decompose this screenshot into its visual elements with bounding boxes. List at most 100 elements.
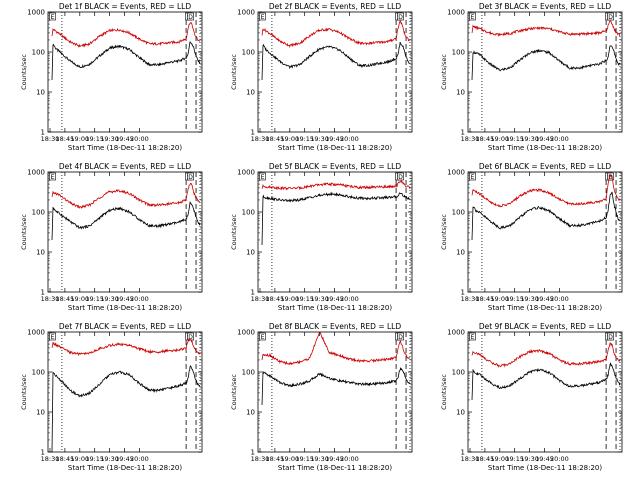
x-tick-label: 19:15 bbox=[505, 455, 524, 463]
panel-title: Det 7f BLACK = Events, RED = LLD bbox=[59, 322, 192, 331]
y-axis-label: Counts/sec bbox=[440, 214, 448, 250]
x-axis-label: Start Time (18-Dec-11 18:28:20) bbox=[488, 144, 602, 152]
panel-title: Det 4f BLACK = Events, RED = LLD bbox=[59, 162, 192, 171]
y-tick-label: 100 bbox=[32, 49, 45, 57]
marker-label: E bbox=[261, 14, 265, 21]
marker-E: E bbox=[259, 12, 266, 21]
y-tick-label: 1 bbox=[461, 129, 465, 137]
marker-box bbox=[49, 172, 56, 181]
x-tick-label: 19:15 bbox=[85, 455, 104, 463]
marker-box bbox=[607, 332, 614, 341]
series-line-lld bbox=[471, 341, 621, 368]
marker-label: D bbox=[188, 334, 193, 341]
x-tick-label: 18:45 bbox=[266, 455, 285, 463]
marker-label: E bbox=[471, 14, 475, 21]
y-tick-label: 1 bbox=[461, 449, 465, 457]
x-tick-label: 19:45 bbox=[325, 135, 344, 143]
plot-frame bbox=[47, 331, 203, 453]
x-axis-label: Start Time (18-Dec-11 18:28:20) bbox=[488, 304, 602, 312]
x-tick-label: 19:30 bbox=[100, 135, 119, 143]
y-tick-label: 100 bbox=[242, 49, 255, 57]
plot-frame bbox=[257, 11, 413, 133]
marker-box bbox=[259, 172, 266, 181]
x-tick-label: 18:45 bbox=[266, 135, 285, 143]
panel-title: Det 5f BLACK = Events, RED = LLD bbox=[269, 162, 402, 171]
y-tick-label: 10 bbox=[456, 89, 465, 97]
marker-label: D bbox=[608, 14, 613, 21]
x-tick-label: 20:00 bbox=[130, 455, 149, 463]
marker-D: D bbox=[187, 172, 194, 181]
marker-label: E bbox=[51, 14, 55, 21]
x-tick-label: 20:00 bbox=[550, 455, 569, 463]
x-tick-label: 18:45 bbox=[476, 135, 495, 143]
marker-box bbox=[469, 332, 476, 341]
x-axis-label: Start Time (18-Dec-11 18:28:20) bbox=[488, 464, 602, 472]
x-tick-label: 20:00 bbox=[340, 455, 359, 463]
series-line-events bbox=[471, 191, 621, 241]
y-tick-label: 100 bbox=[32, 369, 45, 377]
panel-title: Det 8f BLACK = Events, RED = LLD bbox=[269, 322, 402, 331]
marker-label: D bbox=[398, 334, 403, 341]
marker-box bbox=[49, 12, 56, 21]
x-tick-label: 19:30 bbox=[520, 295, 539, 303]
x-axis-label: Start Time (18-Dec-11 18:28:20) bbox=[278, 464, 392, 472]
x-tick-label: 20:00 bbox=[130, 135, 149, 143]
panel-title: Det 2f BLACK = Events, RED = LLD bbox=[269, 2, 402, 11]
series-line-events bbox=[471, 45, 621, 81]
y-tick-label: 1 bbox=[251, 449, 255, 457]
marker-D: D bbox=[397, 172, 404, 181]
x-tick-label: 20:00 bbox=[340, 295, 359, 303]
plot-frame bbox=[467, 331, 623, 453]
marker-D: D bbox=[397, 12, 404, 21]
series-line-lld bbox=[51, 337, 201, 357]
y-tick-label: 10 bbox=[246, 249, 255, 257]
marker-box bbox=[469, 172, 476, 181]
series-line-lld bbox=[471, 20, 621, 37]
x-tick-label: 19:30 bbox=[100, 455, 119, 463]
y-axis-label: Counts/sec bbox=[20, 214, 28, 250]
marker-label: E bbox=[51, 174, 55, 181]
y-axis-label: Counts/sec bbox=[230, 54, 238, 90]
marker-E: E bbox=[469, 332, 476, 341]
marker-E: E bbox=[259, 172, 266, 181]
marker-box bbox=[469, 12, 476, 21]
y-tick-label: 10 bbox=[246, 89, 255, 97]
y-tick-label: 1000 bbox=[237, 169, 255, 177]
marker-label: E bbox=[261, 334, 265, 341]
y-tick-label: 100 bbox=[452, 369, 465, 377]
plot-frame bbox=[467, 171, 623, 293]
x-tick-label: 18:45 bbox=[56, 295, 75, 303]
x-tick-label: 18:30 bbox=[461, 455, 480, 463]
marker-label: E bbox=[471, 334, 475, 341]
x-tick-label: 18:30 bbox=[41, 295, 60, 303]
panel-title: Det 1f BLACK = Events, RED = LLD bbox=[59, 2, 192, 11]
series-line-lld bbox=[261, 179, 411, 191]
x-tick-label: 19:00 bbox=[70, 455, 89, 463]
marker-label: D bbox=[188, 174, 193, 181]
marker-box bbox=[49, 332, 56, 341]
marker-E: E bbox=[469, 172, 476, 181]
marker-box bbox=[397, 332, 404, 341]
marker-label: D bbox=[608, 174, 613, 181]
plot-frame bbox=[47, 171, 203, 293]
y-tick-label: 10 bbox=[456, 249, 465, 257]
x-tick-label: 19:00 bbox=[490, 295, 509, 303]
marker-E: E bbox=[49, 12, 56, 21]
x-tick-label: 18:30 bbox=[41, 455, 60, 463]
y-tick-label: 1000 bbox=[27, 9, 45, 17]
marker-label: D bbox=[398, 174, 403, 181]
x-tick-label: 18:30 bbox=[461, 135, 480, 143]
x-axis-label: Start Time (18-Dec-11 18:28:20) bbox=[68, 304, 182, 312]
x-tick-label: 18:30 bbox=[251, 295, 270, 303]
x-axis-label: Start Time (18-Dec-11 18:28:20) bbox=[278, 304, 392, 312]
y-tick-label: 100 bbox=[452, 49, 465, 57]
panel-title: Det 6f BLACK = Events, RED = LLD bbox=[479, 162, 612, 171]
y-tick-label: 10 bbox=[36, 409, 45, 417]
marker-box bbox=[187, 172, 194, 181]
x-tick-label: 19:30 bbox=[310, 455, 329, 463]
x-tick-label: 18:45 bbox=[476, 295, 495, 303]
marker-D: D bbox=[607, 12, 614, 21]
series-line-lld bbox=[261, 332, 411, 366]
x-tick-label: 19:30 bbox=[520, 455, 539, 463]
